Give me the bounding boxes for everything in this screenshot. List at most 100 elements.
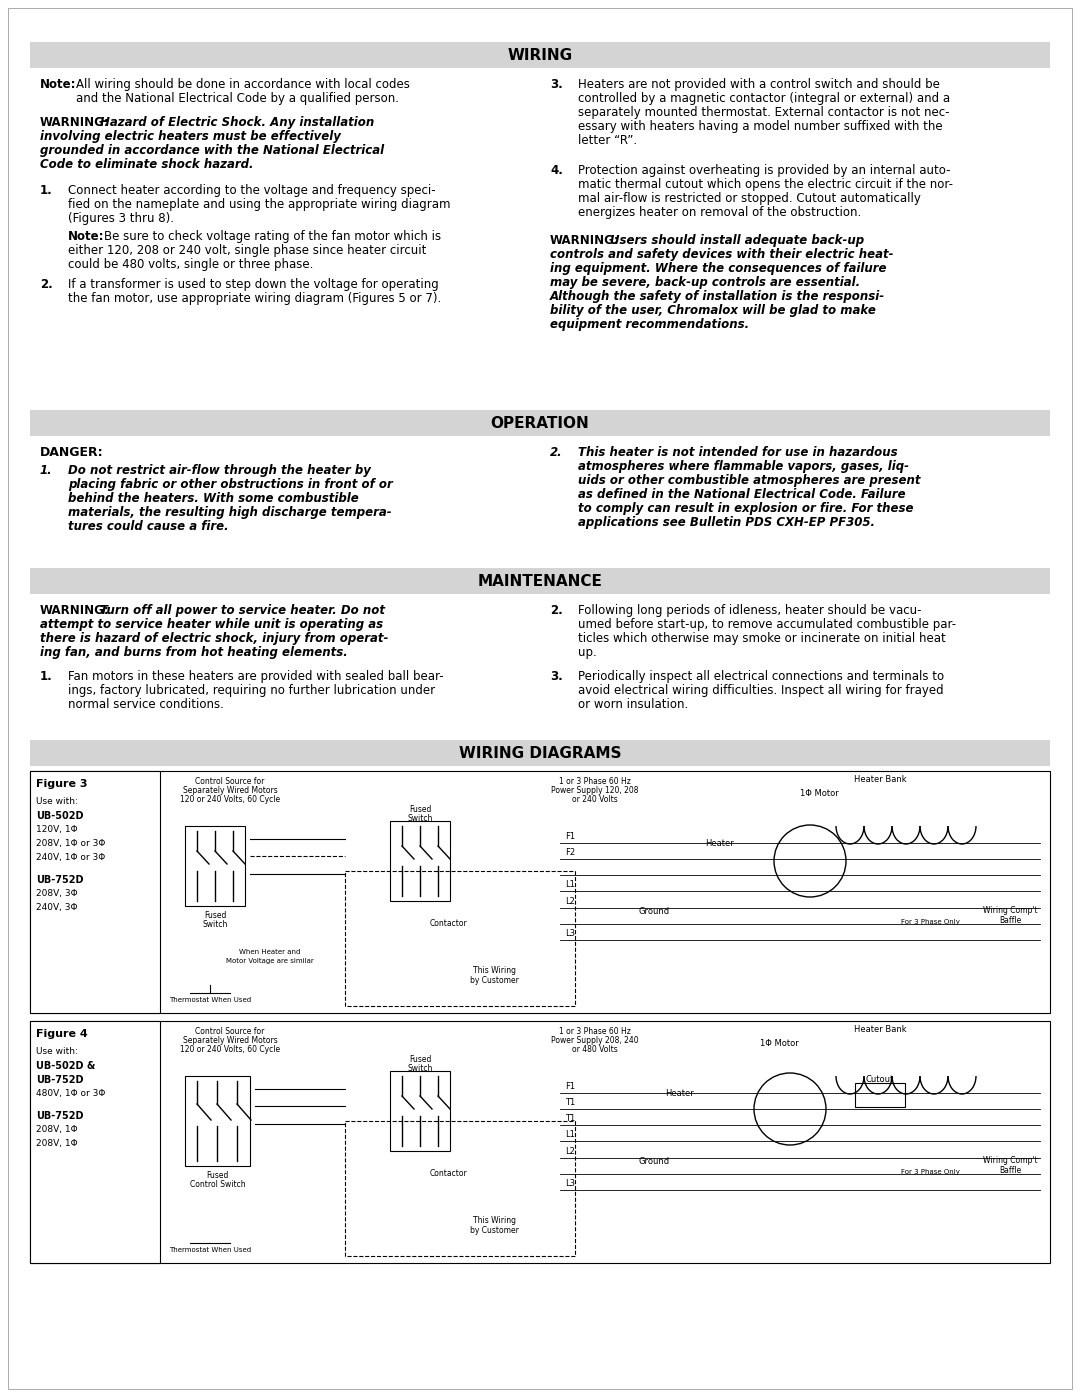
Text: Be sure to check voltage rating of the fan motor which is: Be sure to check voltage rating of the f… bbox=[104, 231, 441, 243]
Text: controls and safety devices with their electric heat-: controls and safety devices with their e… bbox=[550, 249, 893, 261]
Text: Fused: Fused bbox=[409, 805, 431, 814]
Text: WARNING:: WARNING: bbox=[550, 235, 620, 247]
Text: as defined in the National Electrical Code. Failure: as defined in the National Electrical Co… bbox=[578, 488, 906, 502]
Text: Power Supply 208, 240: Power Supply 208, 240 bbox=[551, 1037, 638, 1045]
Text: Heaters are not provided with a control switch and should be: Heaters are not provided with a control … bbox=[578, 78, 940, 91]
Text: 3.: 3. bbox=[550, 78, 563, 91]
Text: UB-752D: UB-752D bbox=[36, 875, 83, 886]
Text: Note:: Note: bbox=[40, 78, 77, 91]
Bar bbox=[30, 569, 1050, 594]
Text: materials, the resulting high discharge tempera-: materials, the resulting high discharge … bbox=[68, 506, 392, 520]
Text: L3: L3 bbox=[565, 1179, 575, 1187]
Text: behind the heaters. With some combustible: behind the heaters. With some combustibl… bbox=[68, 492, 359, 504]
Text: T1: T1 bbox=[565, 1113, 576, 1123]
Text: Switch: Switch bbox=[407, 814, 433, 823]
Text: Heater: Heater bbox=[705, 840, 734, 848]
Text: matic thermal cutout which opens the electric circuit if the nor-: matic thermal cutout which opens the ele… bbox=[578, 177, 953, 191]
Bar bbox=[390, 1071, 450, 1151]
Text: UB-752D: UB-752D bbox=[36, 1111, 83, 1120]
Text: 120V, 1Φ: 120V, 1Φ bbox=[36, 826, 78, 834]
Text: separately mounted thermostat. External contactor is not nec-: separately mounted thermostat. External … bbox=[578, 106, 949, 119]
Text: ings, factory lubricated, requiring no further lubrication under: ings, factory lubricated, requiring no f… bbox=[68, 685, 435, 697]
Text: For 3 Phase Only: For 3 Phase Only bbox=[901, 919, 960, 925]
Text: 208V, 3Φ: 208V, 3Φ bbox=[36, 888, 78, 898]
Text: L2: L2 bbox=[565, 897, 575, 907]
Text: ticles which otherwise may smoke or incinerate on initial heat: ticles which otherwise may smoke or inci… bbox=[578, 631, 946, 645]
Text: 4.: 4. bbox=[550, 163, 563, 177]
Text: 120 or 240 Volts, 60 Cycle: 120 or 240 Volts, 60 Cycle bbox=[180, 1045, 280, 1053]
Text: Power Supply 120, 208: Power Supply 120, 208 bbox=[551, 787, 638, 795]
Text: Ground: Ground bbox=[639, 907, 670, 915]
Text: 2.: 2. bbox=[40, 278, 53, 291]
Bar bbox=[30, 771, 1050, 1013]
Text: MAINTENANCE: MAINTENANCE bbox=[477, 574, 603, 588]
Bar bbox=[30, 771, 160, 1013]
Text: involving electric heaters must be effectively: involving electric heaters must be effec… bbox=[40, 130, 341, 142]
Bar bbox=[345, 1120, 575, 1256]
Text: (Figures 3 thru 8).: (Figures 3 thru 8). bbox=[68, 212, 174, 225]
Text: avoid electrical wiring difficulties. Inspect all wiring for frayed: avoid electrical wiring difficulties. In… bbox=[578, 685, 944, 697]
Text: Separately Wired Motors: Separately Wired Motors bbox=[183, 787, 278, 795]
Text: Control Source for: Control Source for bbox=[195, 1027, 265, 1037]
Text: 208V, 1Φ: 208V, 1Φ bbox=[36, 1139, 78, 1148]
Text: up.: up. bbox=[578, 645, 597, 659]
Text: Cutout: Cutout bbox=[866, 1076, 894, 1084]
Text: UB-502D &: UB-502D & bbox=[36, 1060, 95, 1071]
Text: the fan motor, use appropriate wiring diagram (Figures 5 or 7).: the fan motor, use appropriate wiring di… bbox=[68, 292, 442, 305]
Text: UB-502D: UB-502D bbox=[36, 812, 83, 821]
Text: may be severe, back-up controls are essential.: may be severe, back-up controls are esse… bbox=[550, 277, 860, 289]
Text: L3: L3 bbox=[565, 929, 575, 937]
Text: This Wiring: This Wiring bbox=[473, 1215, 516, 1225]
Text: T1: T1 bbox=[565, 1098, 576, 1106]
Text: ing equipment. Where the consequences of failure: ing equipment. Where the consequences of… bbox=[550, 263, 887, 275]
Text: Separately Wired Motors: Separately Wired Motors bbox=[183, 1037, 278, 1045]
Text: This heater is not intended for use in hazardous: This heater is not intended for use in h… bbox=[578, 446, 897, 460]
Text: there is hazard of electric shock, injury from operat-: there is hazard of electric shock, injur… bbox=[40, 631, 389, 645]
Text: either 120, 208 or 240 volt, single phase since heater circuit: either 120, 208 or 240 volt, single phas… bbox=[68, 244, 427, 257]
Text: or worn insulation.: or worn insulation. bbox=[578, 698, 688, 711]
Text: Connect heater according to the voltage and frequency speci-: Connect heater according to the voltage … bbox=[68, 184, 435, 197]
Text: 1Φ Motor: 1Φ Motor bbox=[760, 1039, 799, 1048]
Text: by Customer: by Customer bbox=[470, 977, 518, 985]
Text: controlled by a magnetic contactor (integral or external) and a: controlled by a magnetic contactor (inte… bbox=[578, 92, 950, 105]
Text: 480V, 1Φ or 3Φ: 480V, 1Φ or 3Φ bbox=[36, 1090, 106, 1098]
Text: bility of the user, Chromalox will be glad to make: bility of the user, Chromalox will be gl… bbox=[550, 305, 876, 317]
Bar bbox=[390, 821, 450, 901]
Text: F2: F2 bbox=[565, 848, 576, 856]
Text: Code to eliminate shock hazard.: Code to eliminate shock hazard. bbox=[40, 158, 254, 170]
Text: 240V, 1Φ or 3Φ: 240V, 1Φ or 3Φ bbox=[36, 854, 105, 862]
Text: or 240 Volts: or 240 Volts bbox=[572, 795, 618, 805]
Text: placing fabric or other obstructions in front of or: placing fabric or other obstructions in … bbox=[68, 478, 393, 490]
Text: 1 or 3 Phase 60 Hz: 1 or 3 Phase 60 Hz bbox=[559, 777, 631, 787]
Text: Users should install adequate back-up: Users should install adequate back-up bbox=[610, 235, 864, 247]
Text: L1: L1 bbox=[565, 880, 575, 888]
Bar bbox=[30, 740, 1050, 766]
Text: 1.: 1. bbox=[40, 184, 53, 197]
Text: Control Source for: Control Source for bbox=[195, 777, 265, 787]
Text: uids or other combustible atmospheres are present: uids or other combustible atmospheres ar… bbox=[578, 474, 920, 488]
Text: Thermostat When Used: Thermostat When Used bbox=[168, 997, 251, 1003]
Text: Motor Voltage are similar: Motor Voltage are similar bbox=[226, 958, 314, 964]
Text: 208V, 1Φ or 3Φ: 208V, 1Φ or 3Φ bbox=[36, 840, 106, 848]
Text: This Wiring: This Wiring bbox=[473, 965, 516, 975]
Text: When Heater and: When Heater and bbox=[240, 949, 300, 956]
Bar bbox=[185, 1076, 249, 1166]
Text: For 3 Phase Only: For 3 Phase Only bbox=[901, 1169, 960, 1175]
Text: fied on the nameplate and using the appropriate wiring diagram: fied on the nameplate and using the appr… bbox=[68, 198, 450, 211]
Text: Use with:: Use with: bbox=[36, 1046, 78, 1056]
Text: Figure 3: Figure 3 bbox=[36, 780, 87, 789]
Text: Use with:: Use with: bbox=[36, 798, 78, 806]
Text: Ground: Ground bbox=[639, 1157, 670, 1165]
Text: normal service conditions.: normal service conditions. bbox=[68, 698, 224, 711]
Text: Switch: Switch bbox=[202, 921, 228, 929]
Bar bbox=[855, 1083, 905, 1106]
Text: Fused: Fused bbox=[204, 911, 226, 921]
Text: Fan motors in these heaters are provided with sealed ball bear-: Fan motors in these heaters are provided… bbox=[68, 671, 444, 683]
Text: Wiring Comp't: Wiring Comp't bbox=[983, 1155, 1037, 1165]
Text: Although the safety of installation is the responsi-: Although the safety of installation is t… bbox=[550, 291, 886, 303]
Text: WARNING:: WARNING: bbox=[40, 116, 110, 129]
Text: Fused: Fused bbox=[206, 1171, 229, 1180]
Text: Wiring Comp't: Wiring Comp't bbox=[983, 907, 1037, 915]
Text: grounded in accordance with the National Electrical: grounded in accordance with the National… bbox=[40, 144, 384, 156]
Text: Thermostat When Used: Thermostat When Used bbox=[168, 1248, 251, 1253]
